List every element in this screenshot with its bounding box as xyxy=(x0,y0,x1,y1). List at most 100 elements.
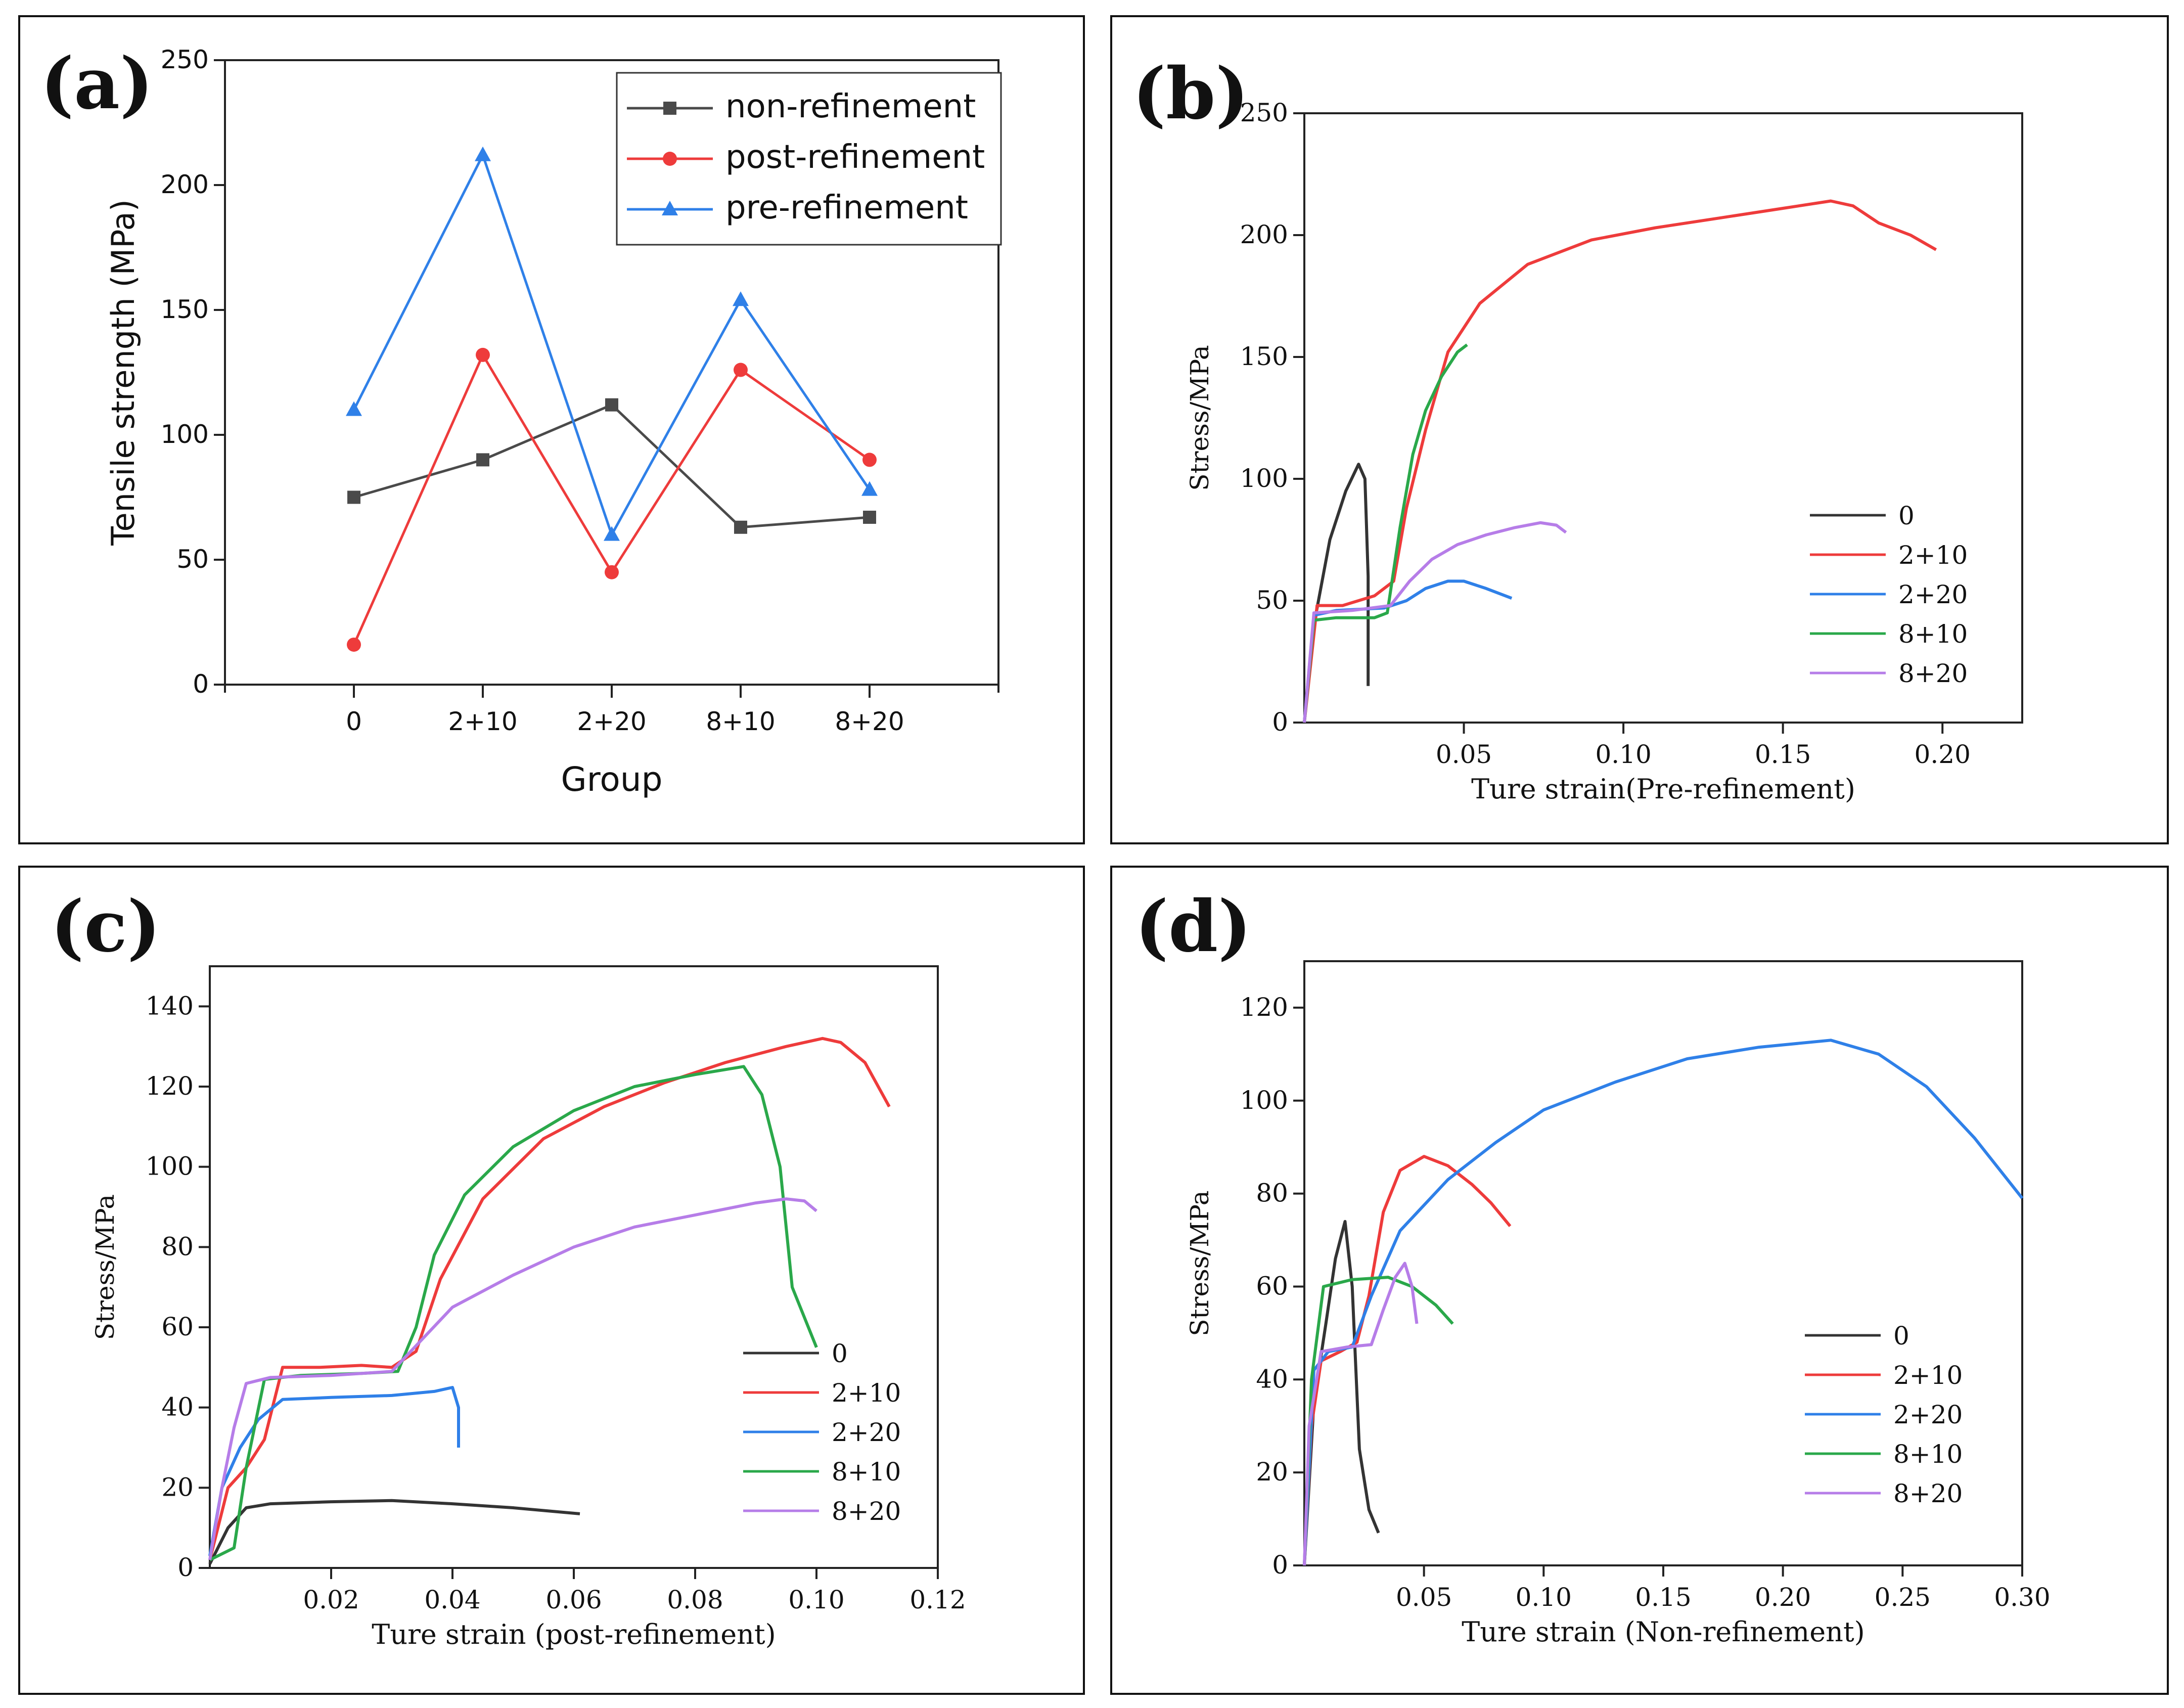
x-axis-label: Ture strain (Non-refinement) xyxy=(1462,1616,1864,1648)
legend-marker-circle xyxy=(663,152,677,166)
y-tick-label: 120 xyxy=(1240,993,1288,1022)
data-point-square xyxy=(734,520,747,534)
y-tick-label: 140 xyxy=(146,991,194,1020)
x-axis-label: Group xyxy=(561,760,663,799)
x-tick-label: 0.30 xyxy=(1994,1583,2050,1612)
y-tick-label: 80 xyxy=(1256,1179,1288,1208)
legend-label: 8+10 xyxy=(1893,1440,1963,1469)
y-tick-label: 0 xyxy=(177,1553,194,1582)
series-line-8+10 xyxy=(1303,343,1468,723)
data-point-circle xyxy=(347,637,361,652)
x-tick-label: 0.10 xyxy=(1516,1583,1572,1612)
data-point-circle xyxy=(476,347,490,362)
y-axis-label: Stress/MPa xyxy=(1185,1190,1214,1336)
legend-label: pre-refinement xyxy=(725,189,968,227)
y-tick-label: 0 xyxy=(1272,1550,1288,1580)
x-tick-label: 0.05 xyxy=(1396,1583,1452,1612)
panel-label: (a) xyxy=(40,42,153,125)
y-tick-label: 250 xyxy=(161,45,209,74)
series-line-2+20 xyxy=(208,1386,460,1556)
x-tick-label: 0.12 xyxy=(909,1585,966,1614)
data-point-triangle xyxy=(604,526,620,541)
x-tick-label: 2+10 xyxy=(448,707,517,736)
y-tick-label: 50 xyxy=(176,545,209,574)
y-tick-label: 60 xyxy=(161,1312,194,1341)
series-line-8+20 xyxy=(1303,1262,1419,1566)
legend-label: 2+20 xyxy=(1898,580,1968,609)
y-tick-label: 0 xyxy=(1272,707,1288,737)
legend-label: 8+10 xyxy=(832,1457,901,1487)
legend-label: 8+10 xyxy=(1898,619,1968,649)
x-tick-label: 0.02 xyxy=(303,1585,359,1614)
y-tick-label: 0 xyxy=(193,669,209,699)
y-tick-label: 50 xyxy=(1256,586,1288,615)
legend-label: 2+20 xyxy=(832,1418,901,1447)
series-line-8+10 xyxy=(209,1065,818,1561)
series-line-0 xyxy=(208,1499,580,1565)
legend-label: 2+10 xyxy=(832,1378,901,1408)
y-tick-label: 150 xyxy=(161,295,209,324)
y-tick-label: 100 xyxy=(146,1152,194,1181)
series-line-8+20 xyxy=(1303,521,1567,723)
data-point-circle xyxy=(862,453,877,467)
y-tick-label: 60 xyxy=(1256,1271,1288,1300)
x-tick-label: 2+20 xyxy=(577,707,646,736)
panel-a-tensile-strength: (a) 0 50 100 150 200 250 0 2+10 2+20 8+10 8+20 Group… xyxy=(18,15,1085,844)
x-tick-label: 0.05 xyxy=(1436,740,1492,769)
x-tick-label: 0.08 xyxy=(667,1585,723,1614)
series-line-2+10 xyxy=(1303,1155,1512,1566)
series-line-2+10 xyxy=(1303,199,1937,723)
y-tick-label: 40 xyxy=(1256,1364,1288,1394)
x-tick-label: 8+10 xyxy=(706,707,775,736)
panel-label: (d) xyxy=(1135,885,1251,968)
plot-frame xyxy=(1303,112,2023,724)
x-tick-label: 0.15 xyxy=(1635,1583,1691,1612)
y-tick-label: 100 xyxy=(1240,464,1288,493)
y-tick-label: 100 xyxy=(1240,1086,1288,1115)
y-tick-label: 120 xyxy=(146,1071,194,1101)
x-axis-label: Ture strain (post-refinement) xyxy=(372,1619,776,1650)
legend-label: 8+20 xyxy=(1893,1479,1963,1508)
y-tick-label: 200 xyxy=(161,170,209,199)
plot-frame xyxy=(1303,960,2023,1566)
y-axis-label: Stress/MPa xyxy=(90,1194,120,1340)
y-tick-label: 80 xyxy=(161,1232,194,1261)
x-tick-label: 0.20 xyxy=(1755,1583,1811,1612)
plot-frame xyxy=(209,965,939,1569)
legend-label: 8+20 xyxy=(1898,659,1968,688)
series-line-8+20 xyxy=(208,1197,817,1560)
legend-label: 0 xyxy=(1893,1321,1909,1351)
panel-c-post-refinement: (c) 0 20 40 60 80 100 120 140 0.02 0.04 0.06 0.08 0.1… xyxy=(18,866,1085,1695)
legend-label: 8+20 xyxy=(832,1497,901,1526)
y-tick-label: 250 xyxy=(1240,98,1288,127)
x-tick-label: 0.15 xyxy=(1755,740,1811,769)
y-tick-label: 200 xyxy=(1240,220,1288,249)
legend-marker-square xyxy=(663,102,676,115)
x-axis-label: Ture strain(Pre-refinement) xyxy=(1471,773,1855,805)
y-tick-label: 100 xyxy=(161,420,209,449)
legend-label: 2+10 xyxy=(1893,1361,1963,1390)
y-axis-label: Tensile strength (MPa) xyxy=(105,199,142,546)
x-tick-label: 0 xyxy=(346,707,362,736)
data-point-square xyxy=(863,511,876,524)
legend-label: 2+20 xyxy=(1893,1400,1963,1429)
legend-label: 0 xyxy=(832,1339,848,1368)
y-tick-label: 40 xyxy=(161,1392,194,1422)
data-point-square xyxy=(476,453,489,467)
data-point-circle xyxy=(734,363,748,377)
series-line-2+20 xyxy=(1303,579,1513,723)
x-tick-label: 0.25 xyxy=(1875,1583,1931,1612)
data-point-square xyxy=(347,490,360,504)
panel-b-pre-refinement: (b) 0 50 100 150 200 250 0.05 0.10 0.15 0.20 Ture s… xyxy=(1110,15,2169,844)
data-point-triangle xyxy=(475,146,491,161)
legend-label: post-refinement xyxy=(725,139,985,176)
x-tick-label: 0.10 xyxy=(1595,740,1651,769)
panel-label: (b) xyxy=(1132,53,1249,136)
x-tick-label: 0.20 xyxy=(1915,740,1971,769)
y-axis-label: Stress/MPa xyxy=(1185,345,1214,490)
x-tick-label: 8+20 xyxy=(835,707,904,736)
legend-label: 2+10 xyxy=(1898,541,1968,570)
data-point-square xyxy=(605,398,618,412)
x-tick-label: 0.10 xyxy=(788,1585,844,1614)
y-tick-label: 20 xyxy=(1256,1457,1288,1487)
